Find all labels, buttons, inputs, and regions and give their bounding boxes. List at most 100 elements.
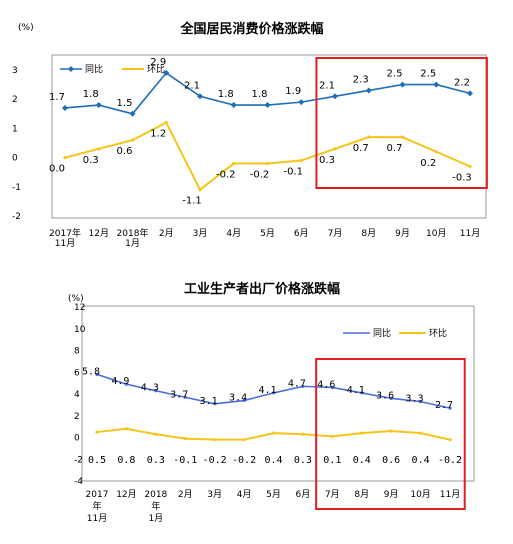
ppi-chart-title: 工业生产者出厂价格涨跌幅 <box>184 281 340 297</box>
cpi-data-point <box>230 102 237 109</box>
cpi-x-tick-label: 5月 <box>260 228 275 239</box>
cpi-data-label: 1.8 <box>252 89 268 100</box>
ppi-data-label: 3.1 <box>200 396 218 407</box>
ppi-x-tick-label: 1月 <box>148 513 163 524</box>
cpi-chart: (%) 全国居民消费价格涨跌幅 3 2 1 0 -1 -2 2017年 11月 12月 2018… <box>0 0 513 262</box>
cpi-data-label: -0.3 <box>452 172 472 183</box>
cpi-data-point <box>365 87 372 94</box>
cpi-x-tick-label: 7月 <box>328 228 343 239</box>
ppi-data-label: 0.1 <box>323 455 341 466</box>
cpi-data-label: 2.5 <box>387 69 403 80</box>
ppi-data-point <box>242 438 246 442</box>
ppi-legend-yoy-label: 同比 <box>373 327 391 339</box>
ppi-data-point <box>95 430 99 434</box>
ppi-data-point <box>418 431 423 435</box>
ppi-x-tick-label: 7月 <box>325 489 340 500</box>
cpi-data-point <box>400 135 405 139</box>
ppi-data-label: 3.6 <box>376 390 394 401</box>
cpi-data-point <box>367 135 371 139</box>
ppi-data-label: 4.6 <box>317 379 335 390</box>
ppi-x-tick-label: 5月 <box>266 489 281 500</box>
ppi-data-label: 0.3 <box>294 455 312 466</box>
cpi-x-tick-label: 6月 <box>294 228 309 239</box>
ppi-data-point <box>213 438 217 442</box>
cpi-data-point <box>62 104 68 111</box>
ppi-data-point <box>124 382 129 386</box>
ppi-y-tick-label: -2 <box>74 455 83 465</box>
ppi-data-point <box>183 395 187 399</box>
cpi-highlight-box <box>315 57 488 189</box>
ppi-x-tick-label: 6月 <box>296 489 311 500</box>
cpi-legend-mom-label: 环比 <box>147 63 165 75</box>
ppi-data-label: 4.3 <box>141 383 159 394</box>
cpi-data-point <box>164 120 168 125</box>
ppi-y-tick-label: 4 <box>74 390 80 400</box>
cpi-data-point <box>232 161 236 166</box>
cpi-data-label: -1.1 <box>182 196 202 207</box>
cpi-x-tick-label: 12月 <box>89 228 109 239</box>
cpi-data-point <box>130 138 135 142</box>
cpi-data-point <box>468 164 472 168</box>
cpi-data-label: 2.1 <box>184 80 200 91</box>
cpi-data-point <box>97 147 101 151</box>
ppi-data-label: 4.7 <box>288 378 306 389</box>
ppi-x-tick-label: 12月 <box>116 489 136 500</box>
cpi-data-point <box>95 102 102 109</box>
ppi-series-mom: 0.5 0.8 0.3 -0.1 -0.2 -0.2 0.4 0.3 0.1 0.4 0.6 0.4-… <box>88 427 462 466</box>
cpi-data-point <box>299 158 303 163</box>
cpi-x-tick-label: 3月 <box>193 228 208 239</box>
ppi-data-point <box>213 402 217 406</box>
ppi-data-label: -0.2 <box>438 455 462 466</box>
cpi-data-point <box>434 150 438 154</box>
ppi-data-label: 0.5 <box>88 455 106 466</box>
ppi-data-label: 3.4 <box>229 393 247 404</box>
ppi-data-point <box>389 396 393 400</box>
ppi-x-tick-label: 8月 <box>354 489 369 500</box>
cpi-chart-title: 全国居民消费价格涨跌幅 <box>179 21 323 37</box>
cpi-unit-label: (%) <box>18 23 34 33</box>
ppi-y-tick-label: -4 <box>74 477 83 487</box>
cpi-y-tick-label: -2 <box>12 212 21 222</box>
cpi-data-point <box>265 161 270 166</box>
cpi-data-label: -0.2 <box>250 169 270 180</box>
cpi-data-label: 2.9 <box>150 57 166 68</box>
cpi-data-label: 1.8 <box>83 89 99 100</box>
cpi-data-label: 1.5 <box>117 98 133 109</box>
ppi-data-label: 4.1 <box>347 385 365 396</box>
ppi-x-tick-label: 4月 <box>237 489 252 500</box>
ppi-x-tick-label: 10月 <box>410 489 430 500</box>
cpi-data-point <box>399 81 406 88</box>
ppi-highlight-box <box>315 358 466 510</box>
ppi-data-label: 0.8 <box>117 455 135 466</box>
cpi-x-tick-label: 11月 <box>55 238 75 249</box>
ppi-highlight-rect <box>315 358 466 510</box>
cpi-data-label: 0.3 <box>83 155 99 166</box>
ppi-data-point <box>154 389 158 393</box>
ppi-data-label: 3.7 <box>170 389 188 400</box>
ppi-data-label: -0.1 <box>173 455 197 466</box>
ppi-data-label: 0.4 <box>353 455 371 466</box>
cpi-legend-yoy-marker <box>68 66 74 72</box>
cpi-x-tick-label: 2018年 <box>117 227 149 239</box>
cpi-data-point <box>333 147 337 151</box>
cpi-data-point <box>433 81 440 88</box>
cpi-data-label: 2.3 <box>353 74 369 85</box>
ppi-data-point <box>242 398 246 403</box>
cpi-legend: 同比 环比 <box>60 63 165 75</box>
cpi-data-label: 0.7 <box>387 143 403 154</box>
cpi-x-tick-label: 2月 <box>159 228 174 239</box>
ppi-data-point <box>95 372 99 377</box>
ppi-x-tick-label: 年 <box>151 500 160 512</box>
ppi-data-point <box>360 431 364 435</box>
ppi-data-label: 5.8 <box>82 366 100 377</box>
ppi-x-tick-label: 3月 <box>207 489 222 500</box>
cpi-y-tick-label: -1 <box>12 183 21 193</box>
ppi-data-label: 4.9 <box>111 376 129 387</box>
cpi-data-label: 1.9 <box>285 86 301 97</box>
ppi-data-point <box>271 391 276 395</box>
ppi-data-label: 0.4 <box>412 455 430 466</box>
ppi-y-tick-label: 6 <box>74 368 80 378</box>
ppi-x-tick-label: 11月 <box>440 489 460 500</box>
